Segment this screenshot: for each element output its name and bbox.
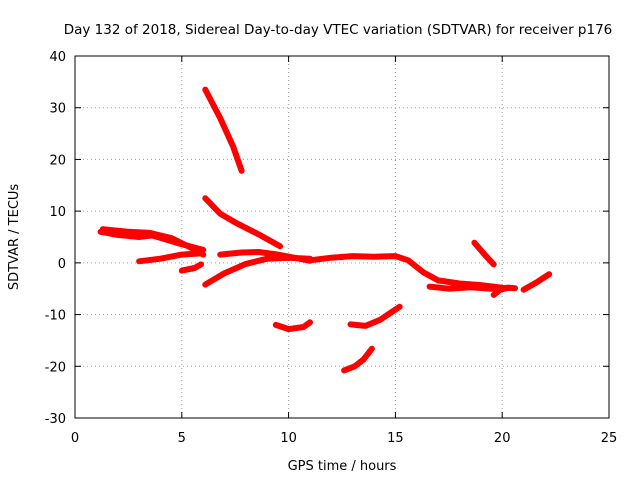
series-layer [97,86,553,374]
sdtvar-trace [307,253,506,291]
sdtvar-trace [426,283,512,292]
sdtvar-trace [178,261,204,274]
x-tick-label: 25 [601,431,618,446]
sdtvar-trace [341,345,375,374]
sdtvar-trace [490,284,518,298]
x-tick-label: 5 [178,431,186,446]
x-tick-label: 10 [280,431,297,446]
x-tick-label: 20 [494,431,511,446]
y-tick-label: -10 [45,309,66,324]
x-axis-label: GPS time / hours [288,459,397,474]
y-tick-label: 40 [49,50,66,65]
sdtvar-trace [347,303,403,329]
y-tick-label: -20 [45,360,66,375]
sdtvar-trace [471,239,497,268]
y-tick-label: 10 [49,205,66,220]
y-tick-label: 30 [49,102,66,117]
sdtvar-trace [202,254,313,288]
plot-frame [74,55,610,419]
sdtvar-trace [99,226,207,258]
sdtvar-trace [520,271,553,293]
y-tick-label: 20 [49,153,66,168]
ticks [74,55,610,419]
x-tick-label: 15 [387,431,404,446]
x-tick-label: 0 [71,431,79,446]
y-tick-label: -30 [45,412,66,427]
sdtvar-trace [217,249,313,264]
y-axis-label: SDTVAR / TECUs [7,184,22,291]
chart-title: Day 132 of 2018, Sidereal Day-to-day VTE… [64,22,613,38]
grid [75,56,609,418]
sdtvar-trace [272,319,313,333]
tick-labels: 0 5 10 15 20 25 -30 -20 -10 0 10 20 30 40 [45,50,618,446]
sdtvar-trace [202,86,245,174]
sdtvar-trace [202,195,284,250]
y-tick-label: 0 [58,257,66,272]
sdtvar-trace [136,250,202,265]
